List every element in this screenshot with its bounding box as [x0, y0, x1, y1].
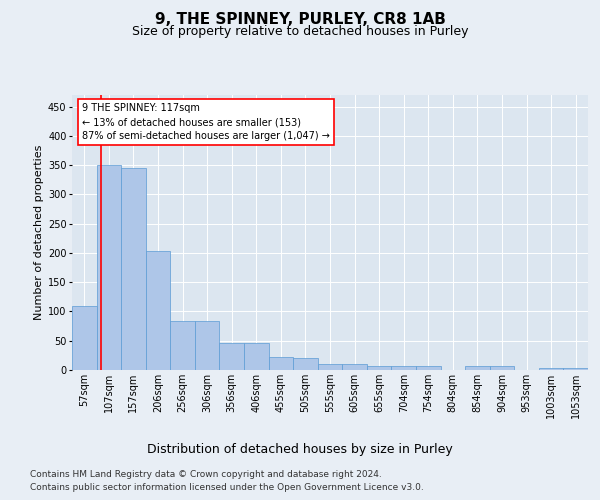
- Text: Size of property relative to detached houses in Purley: Size of property relative to detached ho…: [132, 25, 468, 38]
- Bar: [318, 364, 342, 370]
- Bar: [195, 321, 220, 370]
- Text: 9, THE SPINNEY, PURLEY, CR8 1AB: 9, THE SPINNEY, PURLEY, CR8 1AB: [155, 12, 445, 28]
- Bar: [563, 368, 588, 370]
- Bar: [146, 251, 170, 370]
- Bar: [244, 343, 269, 370]
- Y-axis label: Number of detached properties: Number of detached properties: [34, 145, 44, 320]
- Bar: [72, 306, 97, 370]
- Bar: [416, 366, 440, 370]
- Bar: [367, 366, 391, 370]
- Bar: [342, 364, 367, 370]
- Bar: [269, 357, 293, 370]
- Bar: [465, 366, 490, 370]
- Bar: [97, 165, 121, 370]
- Bar: [220, 343, 244, 370]
- Text: Contains HM Land Registry data © Crown copyright and database right 2024.: Contains HM Land Registry data © Crown c…: [30, 470, 382, 479]
- Text: 9 THE SPINNEY: 117sqm
← 13% of detached houses are smaller (153)
87% of semi-det: 9 THE SPINNEY: 117sqm ← 13% of detached …: [82, 104, 330, 141]
- Text: Distribution of detached houses by size in Purley: Distribution of detached houses by size …: [147, 442, 453, 456]
- Bar: [539, 368, 563, 370]
- Bar: [490, 366, 514, 370]
- Text: Contains public sector information licensed under the Open Government Licence v3: Contains public sector information licen…: [30, 482, 424, 492]
- Bar: [391, 366, 416, 370]
- Bar: [293, 358, 318, 370]
- Bar: [170, 321, 195, 370]
- Bar: [121, 168, 146, 370]
